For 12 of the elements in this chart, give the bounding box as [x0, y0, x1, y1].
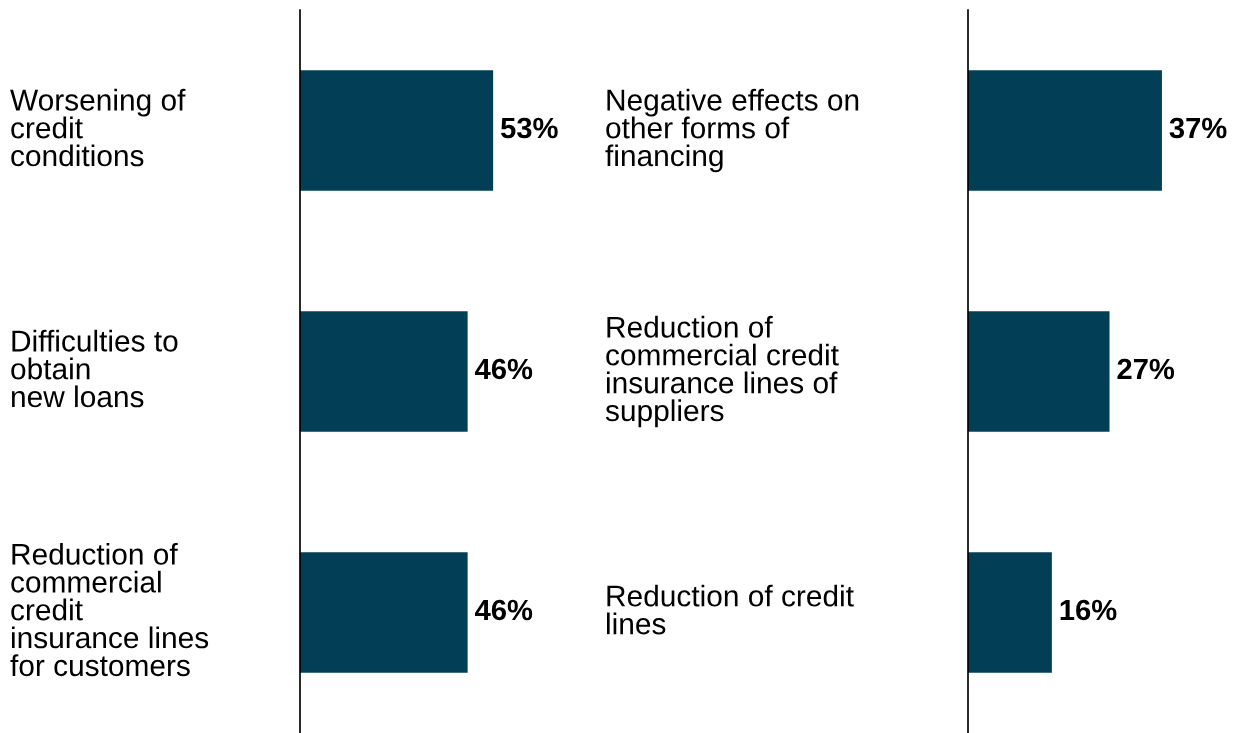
y-tick-label: Difficulties to obtain new loans [11, 329, 178, 408]
y-tick-label: Reduction of commercial credit insurance lines for customers [10, 542, 209, 677]
y-tick-label: Negative effects on other forms of financing [605, 88, 859, 173]
data-label: 46% [475, 599, 533, 621]
y-tick-label: Reduction of credit lines [607, 584, 854, 635]
data-label: 37% [1169, 117, 1227, 139]
data-label: 53% [500, 117, 558, 139]
data-label: 16% [1060, 599, 1117, 621]
y-tick-label: Reduction of commercial credit insurance lines of suppliers [605, 315, 839, 428]
data-label: 46% [475, 358, 533, 380]
data-label: 27% [1117, 358, 1175, 380]
y-tick-label: Worsening of credit conditions [10, 88, 186, 167]
